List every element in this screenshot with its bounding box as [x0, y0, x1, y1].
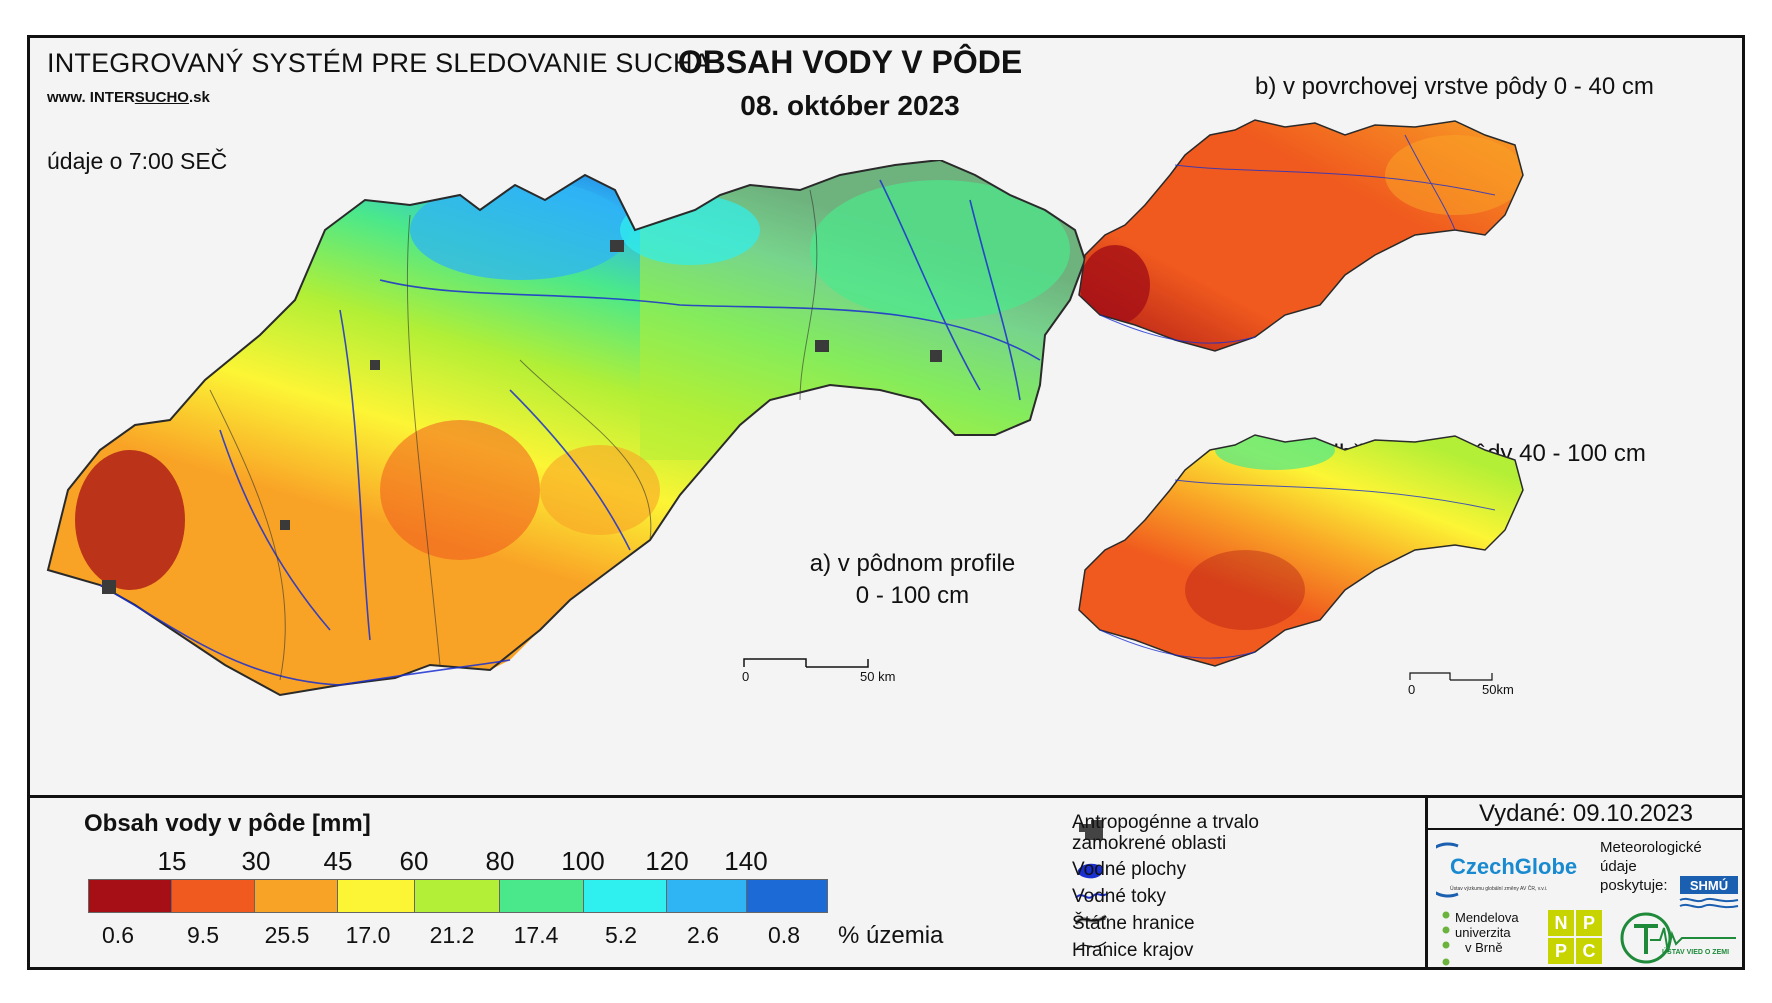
mendel-line2: univerzita [1455, 925, 1511, 940]
mendel-dots-icon [1442, 911, 1450, 966]
mendel-line1: Mendelova [1455, 910, 1519, 925]
water-bodies-label: Vodné plochy [1072, 859, 1187, 880]
legend-threshold: 15 [157, 846, 187, 876]
legend-threshold: 100 [561, 846, 605, 876]
legend-threshold: 140 [724, 846, 768, 876]
nppc-letter: P [1576, 910, 1602, 936]
map-a-label: a) v pôdnom profile 0 - 100 cm [790, 548, 1035, 612]
legend-swatch [337, 879, 415, 913]
map-a-label-line1: a) v pôdnom profile [809, 550, 1016, 577]
czechglobe-subtext: Ústav výzkumu globální změny AV ČR, v.v.… [1450, 885, 1547, 892]
legend-pct-label: % územia [838, 922, 944, 949]
state-border-icon [1075, 914, 1107, 926]
small-scale-line [1409, 672, 1493, 681]
meteo-line3: poskytuje: [1600, 877, 1668, 894]
nppc-letter: C [1576, 938, 1602, 964]
meteo-line2: údaje [1600, 858, 1637, 875]
uvz-logo[interactable]: ÚSTAV VIED O ZEMI [1620, 908, 1738, 966]
surface-layer-map [1078, 119, 1524, 352]
streams-label: Vodné toky [1072, 886, 1167, 907]
meteo-credit: Meteorologické údaje poskytuje: [1600, 838, 1702, 895]
time-note: údaje o 7:00 SEČ [47, 148, 228, 174]
legend-percentage: 0.6 [102, 922, 134, 948]
legend-title: Obsah vody v pôde [mm] [84, 810, 371, 837]
website-url[interactable]: www. INTERSUCHO.sk [47, 89, 210, 106]
legend-percentage: 0.8 [768, 922, 800, 948]
map-b-label: b) v povrchovej vrstve pôdy 0 - 40 cm [1255, 73, 1654, 100]
state-border-label: Štátne hranice [1072, 913, 1195, 934]
small-scale-end: 50km [1482, 682, 1514, 697]
main-scale-end: 50 km [860, 669, 896, 684]
mendel-logo[interactable]: Mendelova univerzita v Brně [1442, 910, 1519, 966]
small-scale-bar: 0 50km [1408, 670, 1514, 697]
system-title: INTEGROVANÝ SYSTÉM PRE SLEDOVANIE SUCHA [47, 48, 711, 78]
legend-swatch [254, 879, 338, 913]
mendel-line3: v Brně [1465, 940, 1503, 955]
nppc-letter: P [1548, 938, 1574, 964]
legend-swatch [666, 879, 747, 913]
anthro-label: Antropogénne a trvalo zamokrené oblasti [1072, 812, 1259, 854]
shmu-text: SHMÚ [1690, 878, 1728, 893]
legend-separator [28, 795, 1742, 798]
region-border-icon [1075, 941, 1107, 951]
uvz-text: ÚSTAV VIED O ZEMI [1662, 947, 1729, 956]
credits-separator [1425, 795, 1428, 970]
legend-threshold: 120 [645, 846, 689, 876]
legend-percentage: 21.2 [429, 922, 475, 948]
url-suffix: .sk [188, 89, 210, 106]
main-scale-bar: 0 50 km [742, 655, 895, 684]
legend-percentage: 17.0 [345, 922, 391, 948]
legend-percentage: 17.4 [513, 922, 559, 948]
czechglobe-text: CzechGlobe [1450, 854, 1577, 879]
url-inter: INTER [89, 89, 135, 106]
map-date: 08. október 2023 [740, 90, 960, 121]
map-a-label-line2: 0 - 100 cm [855, 582, 970, 609]
url-prefix: www. [47, 89, 90, 106]
main-scale-zero: 0 [742, 669, 750, 684]
main-title: OBSAH VODY V PÔDE [677, 44, 1023, 80]
legend-swatch [499, 879, 584, 913]
small-scale-zero: 0 [1408, 682, 1416, 697]
anthropogenic-area-icon [1079, 820, 1103, 840]
legend-threshold: 45 [323, 846, 353, 876]
legend-swatch [414, 879, 500, 913]
legend-swatch [583, 879, 667, 913]
legend-swatch [171, 879, 255, 913]
legend-swatch [88, 879, 172, 913]
legend-threshold: 60 [399, 846, 429, 876]
issued-separator [1425, 828, 1742, 830]
nppc-logo[interactable]: N P P C [1548, 910, 1604, 966]
url-sucho: SUCHO [134, 89, 189, 106]
czechglobe-logo[interactable]: CzechGlobe Ústav výzkumu globální změny … [1436, 838, 1586, 900]
anthro-label-line1: Antropogénne a trvalo [1072, 812, 1259, 833]
water-body-icon [1077, 863, 1104, 879]
legend-percentage: 9.5 [187, 922, 219, 948]
shmu-logo[interactable]: SHMÚ [1678, 870, 1740, 910]
main-scale-line [743, 658, 869, 668]
stream-icon [1075, 893, 1107, 899]
nppc-letter: N [1548, 910, 1574, 936]
legend-percentage: 2.6 [687, 922, 719, 948]
anthro-label-line2: zamokrené oblasti [1072, 833, 1227, 854]
legend-percentage: 25.5 [264, 922, 310, 948]
region-border-label: Hranice krajov [1072, 940, 1194, 961]
issued-date: Vydané: 09.10.2023 [1479, 800, 1693, 827]
meteo-line1: Meteorologické [1600, 839, 1702, 856]
legend-swatch [746, 879, 828, 913]
deep-layer-map [1078, 434, 1524, 667]
legend-threshold: 80 [485, 846, 515, 876]
legend-percentage: 5.2 [605, 922, 637, 948]
main-soil-map [46, 160, 1087, 697]
legend-threshold: 30 [241, 846, 271, 876]
